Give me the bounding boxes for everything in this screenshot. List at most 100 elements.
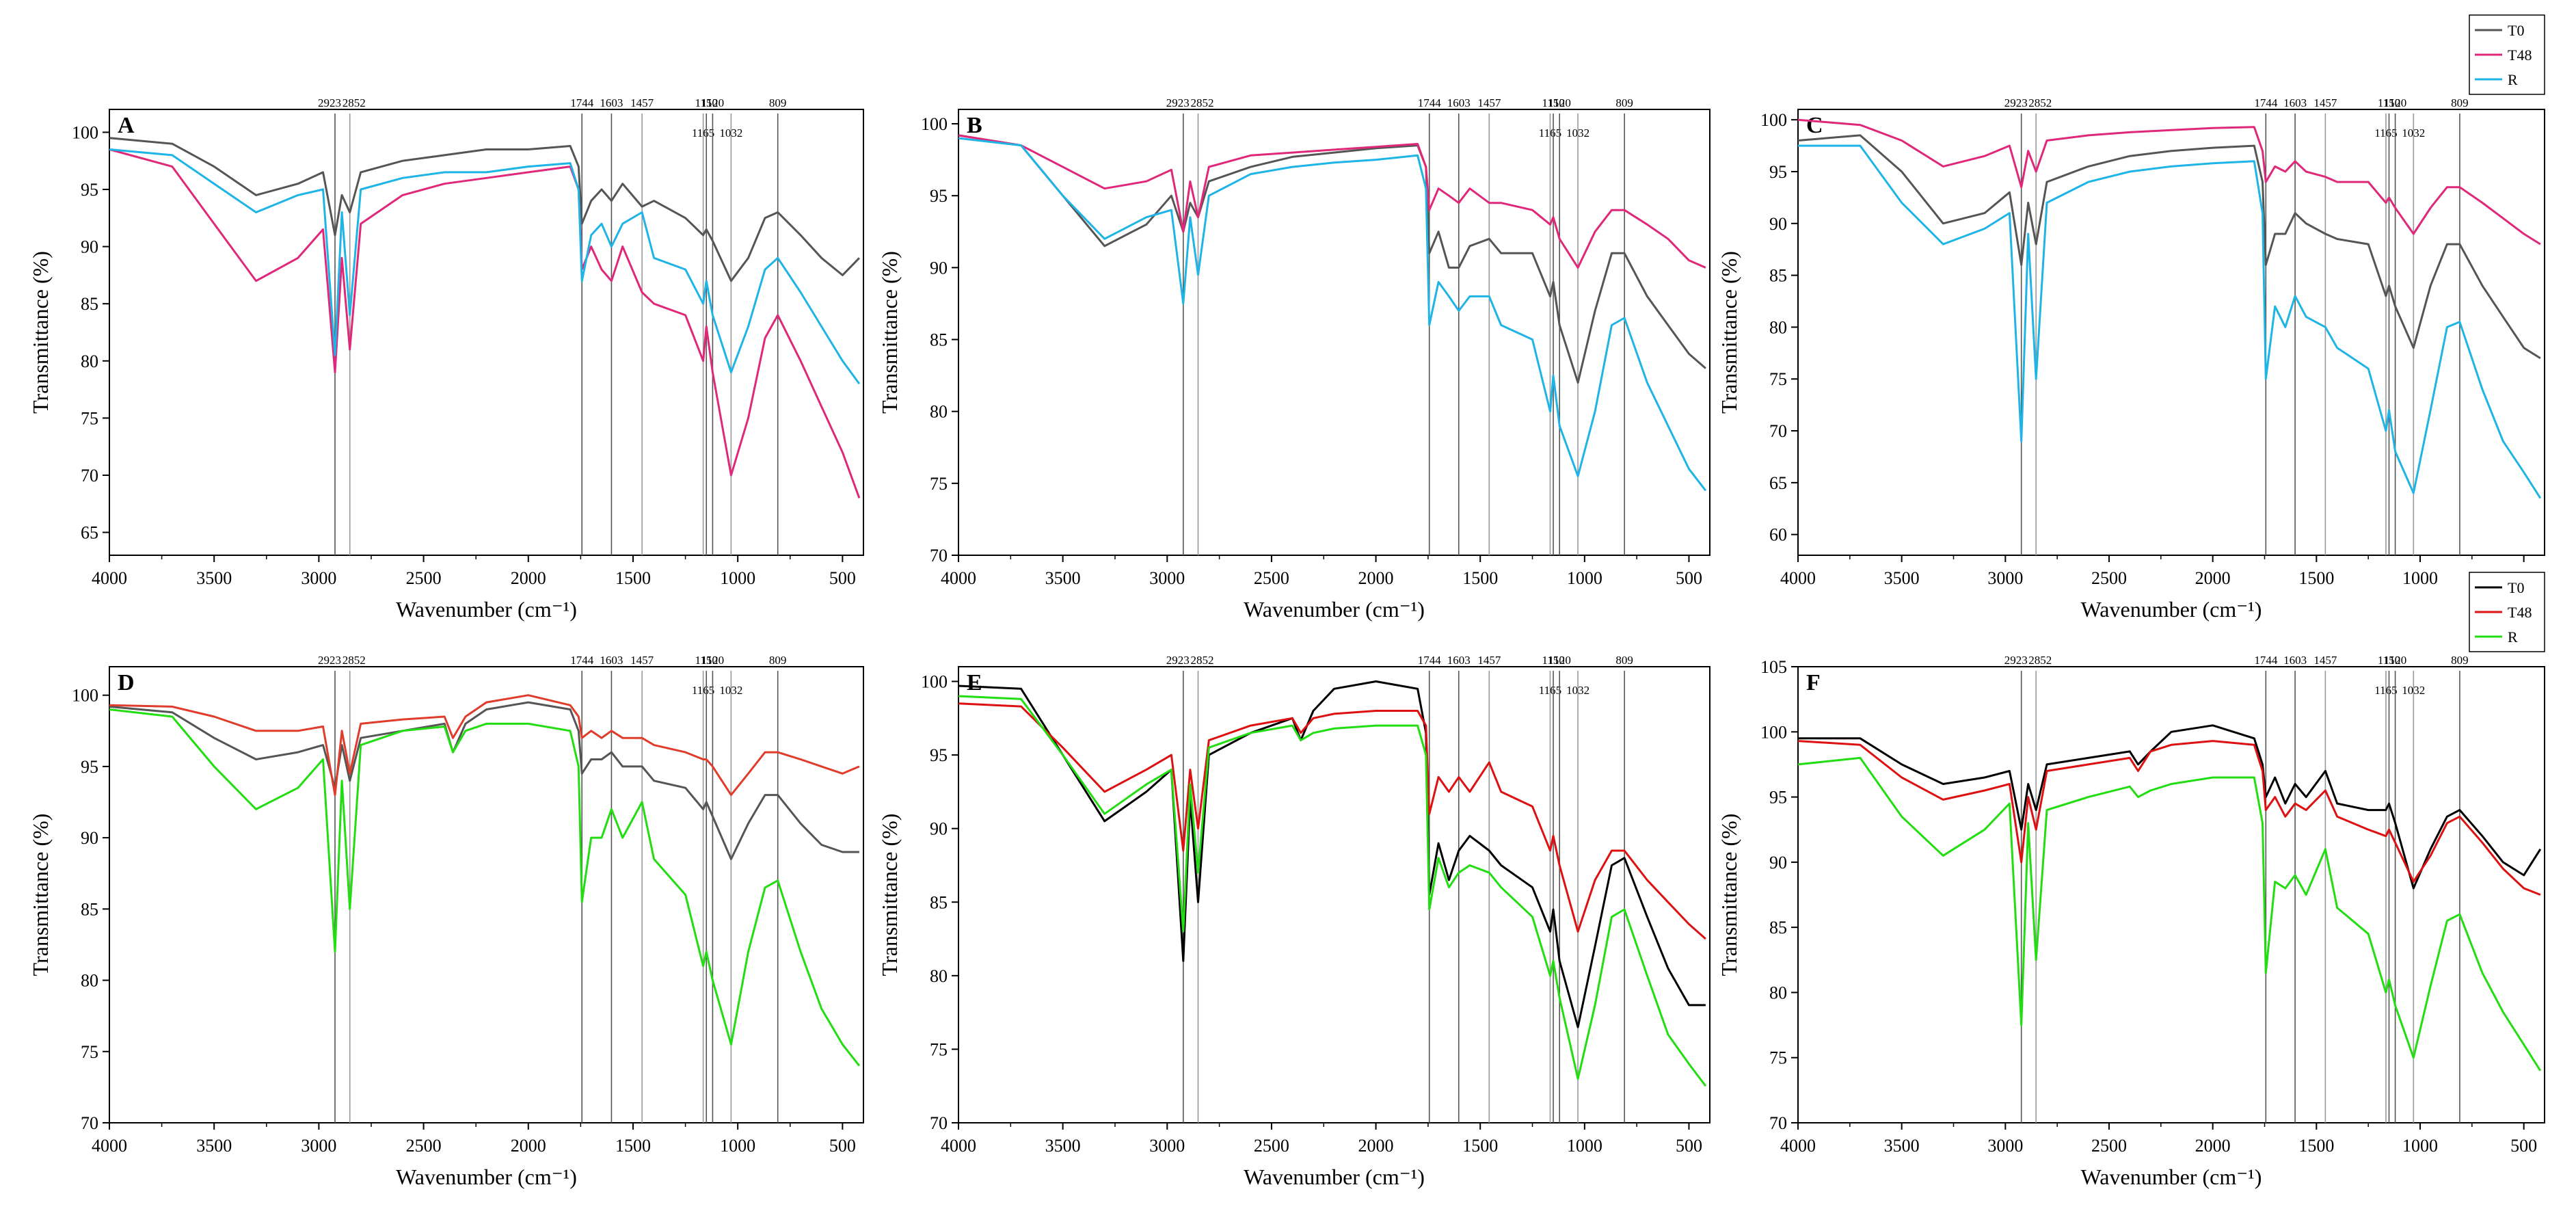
panel-letter: C	[1806, 113, 1823, 138]
x-axis-title: Wavenumber (cm⁻¹)	[396, 597, 577, 622]
y-tick-label: 85	[930, 892, 948, 912]
series-line-t48	[109, 148, 861, 498]
x-tick-label: 1500	[1462, 1136, 1498, 1156]
x-tick-label: 4000	[1780, 568, 1816, 588]
x-tick-label: 3000	[301, 1136, 336, 1156]
peak-label-1457: 1457	[630, 96, 654, 109]
x-tick-label: 3500	[1045, 568, 1081, 588]
x-tick-label: 2000	[1358, 568, 1394, 588]
x-tick-label: 2000	[511, 1136, 546, 1156]
series-line-t48	[958, 134, 1706, 269]
peak-label-2852: 2852	[2028, 96, 2052, 109]
y-tick-label: 70	[81, 466, 98, 485]
peak-label-809: 809	[2451, 654, 2469, 667]
series-line-r	[109, 148, 861, 385]
peak-label-2852: 2852	[343, 96, 366, 109]
x-tick-label: 1500	[615, 568, 651, 588]
x-tick-label: 1000	[720, 1136, 755, 1156]
y-tick-label: 65	[1769, 473, 1787, 493]
x-tick-label: 3000	[1149, 568, 1185, 588]
y-tick-label: 100	[1760, 722, 1787, 742]
x-tick-label: 2000	[2195, 568, 2231, 588]
series-line-t0	[958, 134, 1706, 384]
y-tick-label: 70	[930, 546, 948, 566]
y-tick-label: 85	[81, 899, 98, 919]
y-tick-label: 95	[1769, 162, 1787, 182]
plot-frame	[958, 666, 1710, 1123]
x-axis-title: Wavenumber (cm⁻¹)	[2081, 1165, 2262, 1189]
y-axis-title: Transmittance (%)	[877, 251, 902, 414]
peak-label-1744: 1744	[570, 96, 594, 109]
peak-label-809: 809	[769, 654, 787, 667]
y-tick-label: 75	[930, 1039, 948, 1059]
peak-label-1603: 1603	[1447, 654, 1471, 667]
x-tick-label: 3500	[1045, 1136, 1081, 1156]
y-tick-label: 75	[1769, 369, 1787, 389]
y-tick-label: 65	[81, 523, 98, 543]
y-tick-label: 70	[1769, 1113, 1787, 1133]
peak-label-1120: 1120	[2384, 96, 2406, 109]
x-tick-label: 1500	[1462, 568, 1498, 588]
y-tick-label: 90	[1769, 853, 1787, 873]
peak-label-1744: 1744	[2254, 96, 2278, 109]
y-tick-label: 90	[1769, 214, 1787, 234]
x-tick-label: 1500	[615, 1136, 651, 1156]
peak-label-2923: 2923	[1166, 654, 1190, 667]
y-tick-label: 100	[1760, 110, 1787, 130]
y-tick-label: 75	[1769, 1048, 1787, 1068]
peak-label-1032: 1032	[1566, 684, 1589, 697]
peak-label-2852: 2852	[2028, 654, 2052, 667]
peak-label-1744: 1744	[570, 654, 594, 667]
y-tick-label: 70	[1769, 421, 1787, 441]
legend-label-r: R	[2508, 628, 2518, 646]
peak-label-1603: 1603	[1447, 96, 1471, 109]
series-line-t0	[1797, 134, 2541, 360]
series-line-t48	[958, 702, 1706, 940]
peak-label-1150: 1150	[2378, 96, 2400, 109]
y-tick-label: 90	[81, 828, 98, 848]
x-tick-label: 1000	[1567, 1136, 1602, 1156]
peak-label-1457: 1457	[1477, 654, 1501, 667]
peak-label-2923: 2923	[318, 96, 341, 109]
x-tick-label: 3500	[196, 568, 232, 588]
series-line-t48	[109, 694, 860, 797]
legend-label-t0: T0	[2508, 22, 2524, 39]
peak-label-1032: 1032	[2402, 127, 2425, 139]
peak-label-1120: 1120	[701, 96, 724, 109]
y-tick-label: 95	[81, 180, 98, 200]
peak-label-1457: 1457	[2313, 96, 2337, 109]
legend-label-t0: T0	[2508, 579, 2524, 596]
x-tick-label: 3000	[1987, 568, 2023, 588]
peak-label-2923: 2923	[2004, 96, 2028, 109]
x-tick-label: 500	[1676, 1136, 1702, 1156]
series-line-r	[1797, 756, 2542, 1072]
peak-label-1150: 1150	[695, 96, 718, 109]
peak-label-1150: 1150	[1542, 96, 1564, 109]
y-tick-label: 80	[930, 966, 948, 986]
peak-label-1032: 1032	[719, 127, 742, 139]
y-tick-label: 100	[921, 672, 948, 692]
peak-label-809: 809	[769, 96, 787, 109]
y-tick-label: 90	[81, 237, 98, 257]
x-tick-label: 500	[2510, 1136, 2537, 1156]
x-tick-label: 3500	[1884, 1136, 1920, 1156]
y-tick-label: 75	[81, 1042, 98, 1062]
peak-label-2852: 2852	[343, 654, 366, 667]
y-tick-label: 95	[1769, 788, 1787, 808]
plot-frame	[1797, 109, 2545, 556]
y-tick-label: 80	[1769, 317, 1787, 337]
y-tick-label: 80	[1769, 983, 1787, 1002]
peak-label-1120: 1120	[701, 654, 724, 667]
series-line-r	[958, 137, 1707, 492]
x-axis-title: Wavenumber (cm⁻¹)	[2081, 597, 2262, 622]
x-tick-label: 2500	[2091, 568, 2127, 588]
peak-label-809: 809	[2451, 96, 2469, 109]
peak-label-2923: 2923	[2004, 654, 2028, 667]
peak-label-1120: 1120	[2384, 654, 2406, 667]
y-tick-label: 75	[81, 408, 98, 428]
y-tick-label: 105	[1760, 657, 1787, 677]
